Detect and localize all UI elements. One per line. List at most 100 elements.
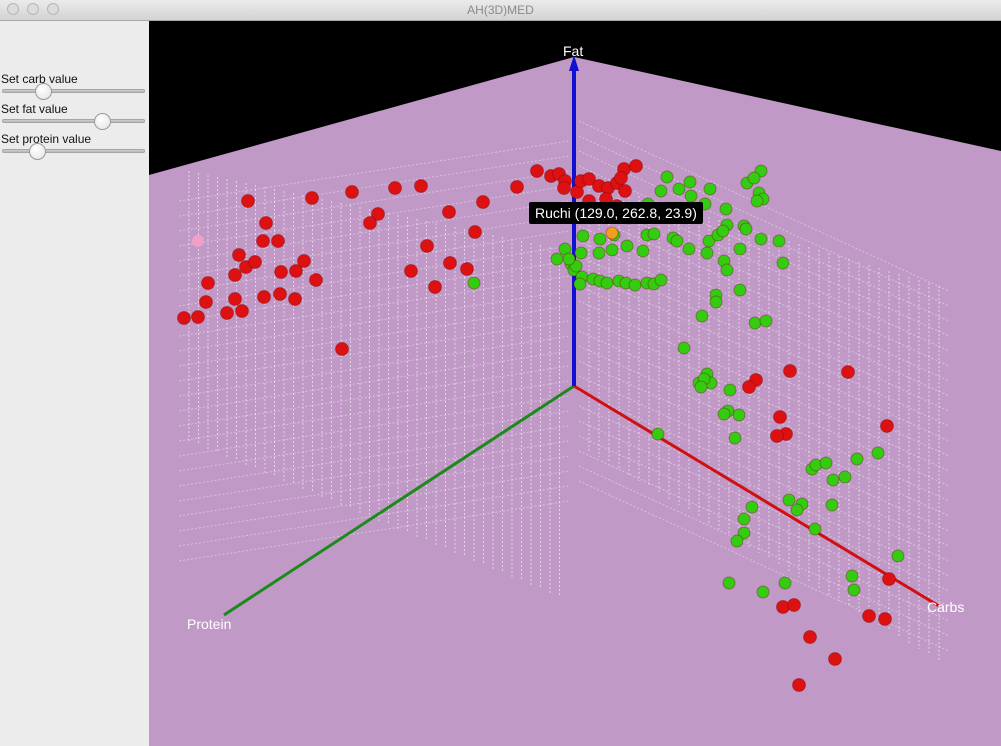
green-data-point[interactable]	[819, 456, 833, 470]
green-data-point[interactable]	[682, 242, 696, 256]
carb-slider-thumb[interactable]	[34, 83, 52, 100]
green-data-point[interactable]	[759, 314, 773, 328]
red-data-point[interactable]	[259, 216, 273, 230]
green-data-point[interactable]	[702, 234, 716, 248]
red-data-point[interactable]	[371, 207, 385, 221]
green-data-point[interactable]	[700, 246, 714, 260]
green-data-point[interactable]	[719, 202, 733, 216]
green-data-point[interactable]	[550, 252, 564, 266]
green-data-point[interactable]	[772, 234, 786, 248]
red-data-point[interactable]	[220, 306, 234, 320]
red-data-point[interactable]	[614, 171, 628, 185]
green-data-point[interactable]	[728, 431, 742, 445]
red-data-point[interactable]	[388, 181, 402, 195]
green-data-point[interactable]	[576, 229, 590, 243]
red-data-point[interactable]	[792, 678, 806, 692]
green-data-point[interactable]	[467, 276, 481, 290]
red-data-point[interactable]	[582, 172, 596, 186]
3d-plot-view[interactable]: Fat Carbs Protein Ruchi (129.0, 262.8, 2…	[149, 21, 1001, 746]
green-data-point[interactable]	[716, 224, 730, 238]
green-data-point[interactable]	[756, 585, 770, 599]
green-data-point[interactable]	[677, 341, 691, 355]
red-data-point[interactable]	[235, 304, 249, 318]
red-data-point[interactable]	[241, 194, 255, 208]
green-data-point[interactable]	[651, 427, 665, 441]
green-data-point[interactable]	[847, 583, 861, 597]
red-data-point[interactable]	[557, 181, 571, 195]
green-data-point[interactable]	[720, 263, 734, 277]
green-data-point[interactable]	[574, 246, 588, 260]
red-data-point[interactable]	[335, 342, 349, 356]
green-data-point[interactable]	[694, 380, 708, 394]
red-data-point[interactable]	[228, 292, 242, 306]
red-data-point[interactable]	[201, 276, 215, 290]
red-data-point[interactable]	[783, 364, 797, 378]
green-data-point[interactable]	[654, 273, 668, 287]
red-data-point[interactable]	[274, 265, 288, 279]
green-data-point[interactable]	[723, 383, 737, 397]
red-data-point[interactable]	[305, 191, 319, 205]
red-data-point[interactable]	[363, 216, 377, 230]
protein-slider-thumb[interactable]	[29, 143, 47, 160]
close-icon[interactable]	[7, 3, 19, 15]
green-data-point[interactable]	[782, 493, 796, 507]
red-data-point[interactable]	[309, 273, 323, 287]
red-data-point[interactable]	[199, 295, 213, 309]
green-data-point[interactable]	[620, 239, 634, 253]
green-data-point[interactable]	[717, 407, 731, 421]
red-data-point[interactable]	[288, 292, 302, 306]
red-data-point[interactable]	[177, 311, 191, 325]
red-data-point[interactable]	[297, 254, 311, 268]
green-data-point[interactable]	[636, 244, 650, 258]
red-data-point[interactable]	[460, 262, 474, 276]
red-data-point[interactable]	[443, 256, 457, 270]
red-data-point[interactable]	[289, 264, 303, 278]
red-data-point[interactable]	[882, 572, 896, 586]
green-data-point[interactable]	[722, 576, 736, 590]
green-data-point[interactable]	[654, 184, 668, 198]
red-data-point[interactable]	[228, 268, 242, 282]
green-data-point[interactable]	[672, 182, 686, 196]
green-data-point[interactable]	[754, 232, 768, 246]
green-data-point[interactable]	[628, 278, 642, 292]
red-data-point[interactable]	[787, 598, 801, 612]
red-data-point[interactable]	[828, 652, 842, 666]
red-data-point[interactable]	[442, 205, 456, 219]
red-data-point[interactable]	[404, 264, 418, 278]
green-data-point[interactable]	[778, 576, 792, 590]
carb-slider[interactable]	[2, 83, 145, 100]
red-data-point[interactable]	[345, 185, 359, 199]
fat-slider[interactable]	[2, 113, 145, 130]
red-data-point[interactable]	[273, 287, 287, 301]
green-data-point[interactable]	[739, 222, 753, 236]
green-data-point[interactable]	[592, 246, 606, 260]
red-data-point[interactable]	[629, 159, 643, 173]
red-data-point[interactable]	[770, 429, 784, 443]
fat-slider-thumb[interactable]	[93, 113, 111, 130]
zoom-icon[interactable]	[47, 3, 59, 15]
green-data-point[interactable]	[850, 452, 864, 466]
red-data-point[interactable]	[271, 234, 285, 248]
red-data-point[interactable]	[257, 290, 271, 304]
red-data-point[interactable]	[878, 612, 892, 626]
red-data-point[interactable]	[476, 195, 490, 209]
red-data-point[interactable]	[862, 609, 876, 623]
green-data-point[interactable]	[748, 316, 762, 330]
green-data-point[interactable]	[891, 549, 905, 563]
green-data-point[interactable]	[790, 503, 804, 517]
green-data-point[interactable]	[732, 408, 746, 422]
green-data-point[interactable]	[776, 256, 790, 270]
red-data-point[interactable]	[841, 365, 855, 379]
green-data-point[interactable]	[733, 283, 747, 297]
green-data-point[interactable]	[647, 227, 661, 241]
red-data-point[interactable]	[773, 410, 787, 424]
green-data-point[interactable]	[593, 232, 607, 246]
red-data-point[interactable]	[256, 234, 270, 248]
green-data-point[interactable]	[838, 470, 852, 484]
red-data-point[interactable]	[414, 179, 428, 193]
red-data-point[interactable]	[191, 310, 205, 324]
green-data-point[interactable]	[747, 171, 761, 185]
green-data-point[interactable]	[695, 309, 709, 323]
green-data-point[interactable]	[683, 175, 697, 189]
red-data-point[interactable]	[803, 630, 817, 644]
